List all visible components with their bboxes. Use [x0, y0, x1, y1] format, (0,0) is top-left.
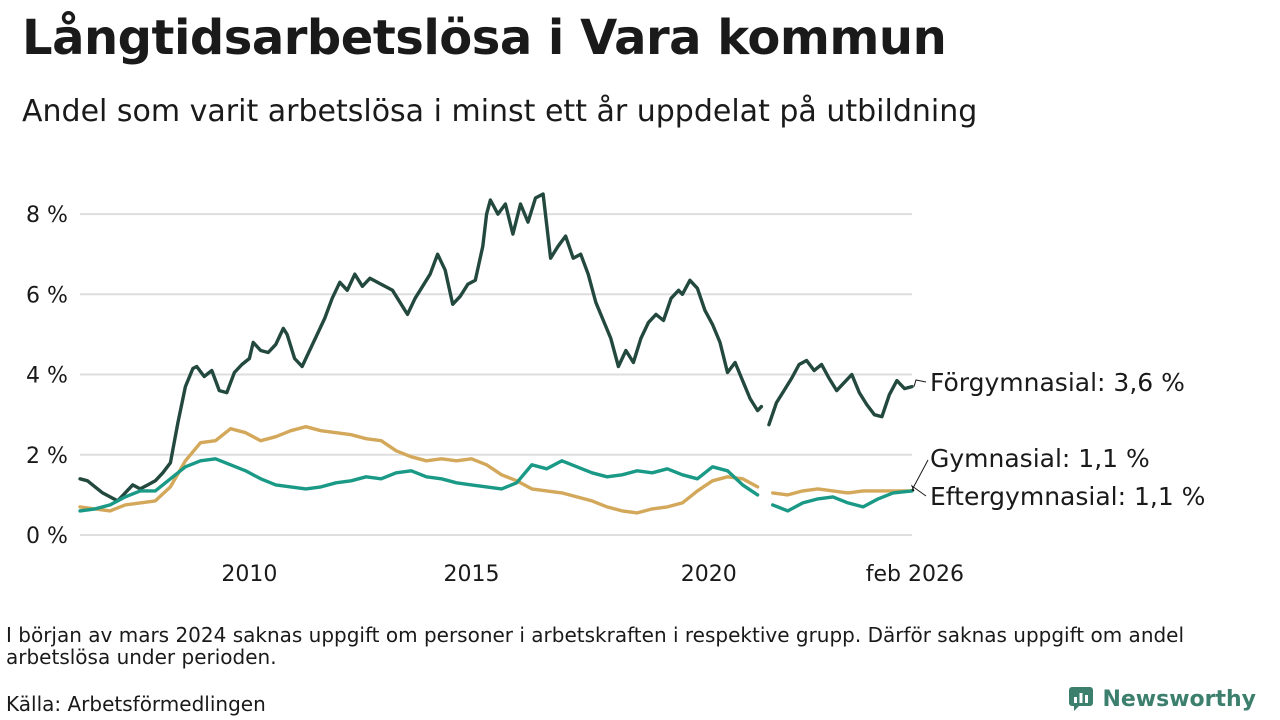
series-end-label-gymnasial: Gymnasial: 1,1 %	[930, 444, 1150, 473]
series-end-label-förgymnasial: Förgymnasial: 3,6 %	[930, 368, 1185, 397]
leader-line	[911, 459, 929, 492]
chart-subtitle: Andel som varit arbetslösa i minst ett å…	[22, 94, 978, 129]
y-tick-label: 6 %	[26, 283, 68, 308]
x-tick-label: 2015	[444, 562, 500, 587]
source-label: Källa: Arbetsförmedlingen	[6, 692, 266, 716]
y-tick-label: 0 %	[26, 524, 68, 549]
series-end-label-eftergymnasial: Eftergymnasial: 1,1 %	[930, 482, 1205, 511]
series-line-gymnasial-1	[771, 487, 914, 497]
x-tick-label: 2020	[681, 562, 737, 587]
x-tick-label: feb 2026	[866, 562, 964, 587]
brand-name: Newsworthy	[1102, 686, 1256, 712]
series-line-förgymnasial-1	[767, 358, 914, 427]
series-line-eftergymnasial-1	[771, 489, 914, 513]
leader-line	[910, 484, 927, 497]
y-tick-label: 4 %	[26, 364, 68, 389]
footnote: I början av mars 2024 saknas uppgift om …	[6, 623, 1185, 669]
chart-title: Långtidsarbetslösa i Vara kommun	[22, 10, 947, 66]
series-line-eftergymnasial-0	[78, 457, 760, 513]
y-tick-label: 8 %	[26, 203, 68, 228]
y-tick-label: 2 %	[26, 444, 68, 469]
series-line-förgymnasial-0	[78, 192, 764, 503]
brand[interactable]: Newsworthy	[1068, 686, 1256, 712]
x-tick-label: 2010	[221, 562, 277, 587]
newsworthy-logo-icon	[1069, 687, 1094, 711]
series-line-gymnasial-0	[78, 425, 760, 515]
leader-line	[913, 379, 927, 387]
line-chart: 0 % 2 % 4 % 6 % 8 % 2010 2015 2020 feb 2026 Förgy…	[26, 192, 1205, 587]
